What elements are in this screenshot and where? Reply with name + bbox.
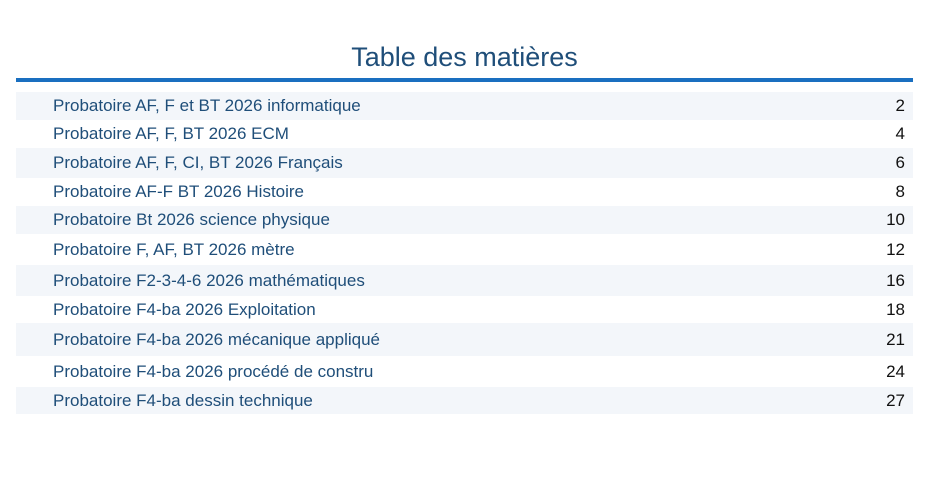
toc-entry-page: 16	[886, 270, 905, 290]
toc-entry-page: 27	[886, 390, 905, 410]
toc-entry-label[interactable]: Probatoire F, AF, BT 2026 mètre	[53, 239, 295, 259]
toc-entry-label[interactable]: Probatoire AF, F et BT 2026 informatique	[53, 96, 361, 115]
toc-entry[interactable]: Probatoire F2-3-4-6 2026 mathématiques 1…	[16, 265, 913, 296]
title-divider	[16, 78, 913, 82]
toc-entry[interactable]: Probatoire F4-ba dessin technique 27	[16, 387, 913, 414]
table-of-contents: Table des matières Probatoire AF, F et B…	[16, 0, 913, 414]
toc-entry-page: 21	[886, 329, 905, 349]
toc-entry-page: 10	[886, 210, 905, 229]
toc-entry-label[interactable]: Probatoire F2-3-4-6 2026 mathématiques	[53, 270, 365, 290]
toc-entry[interactable]: Probatoire AF, F et BT 2026 informatique…	[16, 92, 913, 120]
toc-entry-label[interactable]: Probatoire F4-ba 2026 Exploitation	[53, 299, 316, 319]
toc-entry-label[interactable]: Probatoire Bt 2026 science physique	[53, 210, 330, 229]
toc-entry[interactable]: Probatoire F4-ba 2026 procédé de constru…	[16, 356, 913, 387]
toc-entry-page: 8	[895, 182, 905, 201]
toc-entry-page: 6	[895, 153, 905, 172]
toc-entry[interactable]: Probatoire F4-ba 2026 Exploitation 18	[16, 296, 913, 323]
toc-entry[interactable]: Probatoire F4-ba 2026 mécanique appliqué…	[16, 323, 913, 356]
toc-entry-page: 2	[895, 96, 905, 115]
toc-entry[interactable]: Probatoire AF, F, BT 2026 ECM 4	[16, 120, 913, 148]
toc-entry-label[interactable]: Probatoire AF, F, BT 2026 ECM	[53, 124, 289, 143]
toc-entry-label[interactable]: Probatoire AF, F, CI, BT 2026 Français	[53, 153, 343, 172]
toc-entry-page: 24	[886, 361, 905, 381]
toc-entry-label[interactable]: Probatoire F4-ba dessin technique	[53, 390, 313, 410]
toc-entry-page: 4	[895, 124, 905, 143]
toc-entry-page: 18	[886, 299, 905, 319]
toc-entry-label[interactable]: Probatoire AF-F BT 2026 Histoire	[53, 182, 305, 201]
toc-entry-page: 12	[886, 239, 905, 259]
toc-list: Probatoire AF, F et BT 2026 informatique…	[16, 92, 913, 414]
toc-title: Table des matières	[351, 42, 578, 72]
toc-entry-label[interactable]: Probatoire F4-ba 2026 mécanique appliqué	[53, 329, 381, 349]
toc-entry[interactable]: Probatoire Bt 2026 science physique 10	[16, 206, 913, 234]
toc-entry[interactable]: Probatoire F, AF, BT 2026 mètre 12	[16, 234, 913, 265]
toc-entry[interactable]: Probatoire AF, F, CI, BT 2026 Français 6	[16, 148, 913, 178]
toc-entry-label[interactable]: Probatoire F4-ba 2026 procédé de constru	[53, 361, 374, 381]
toc-entry[interactable]: Probatoire AF-F BT 2026 Histoire 8	[16, 178, 913, 206]
